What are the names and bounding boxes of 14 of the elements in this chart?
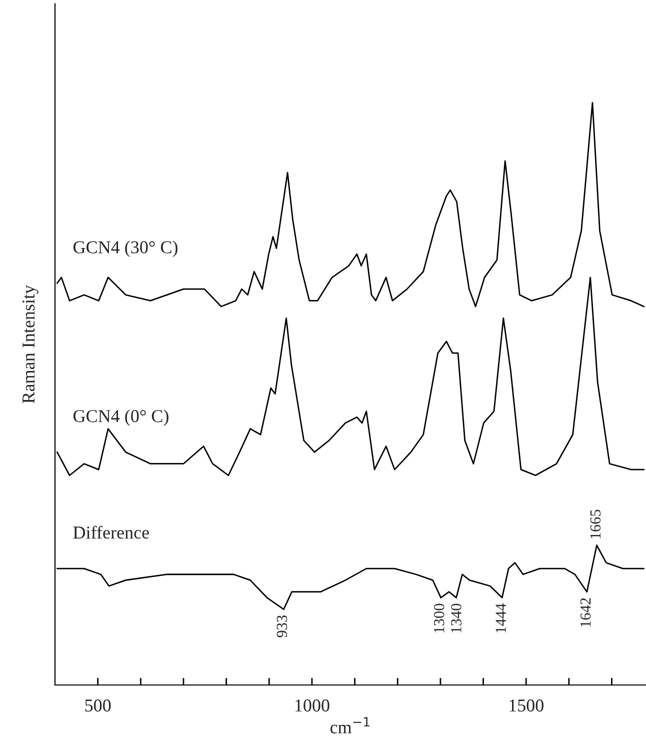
x-tick-label: 1500 — [510, 699, 544, 712]
series-label: GCN4 (30° C) — [73, 240, 178, 258]
x-tick-label: 1000 — [295, 699, 330, 712]
x-axis-title: cm$^{−1}$ — [330, 717, 370, 734]
x-tick-label: 500 — [85, 699, 111, 712]
annotation: 933 — [276, 615, 288, 638]
annotation: 1642 — [580, 598, 591, 627]
series-label: GCN4 (0° C) — [73, 410, 168, 426]
y-axis-title: Raman Intensity — [22, 285, 38, 404]
series-label: Difference — [73, 526, 149, 539]
annotation: 1300 — [434, 604, 444, 632]
annotation: 1665 — [590, 510, 601, 538]
annotation: 1340 — [451, 604, 462, 632]
annotation: 1444 — [496, 603, 506, 632]
